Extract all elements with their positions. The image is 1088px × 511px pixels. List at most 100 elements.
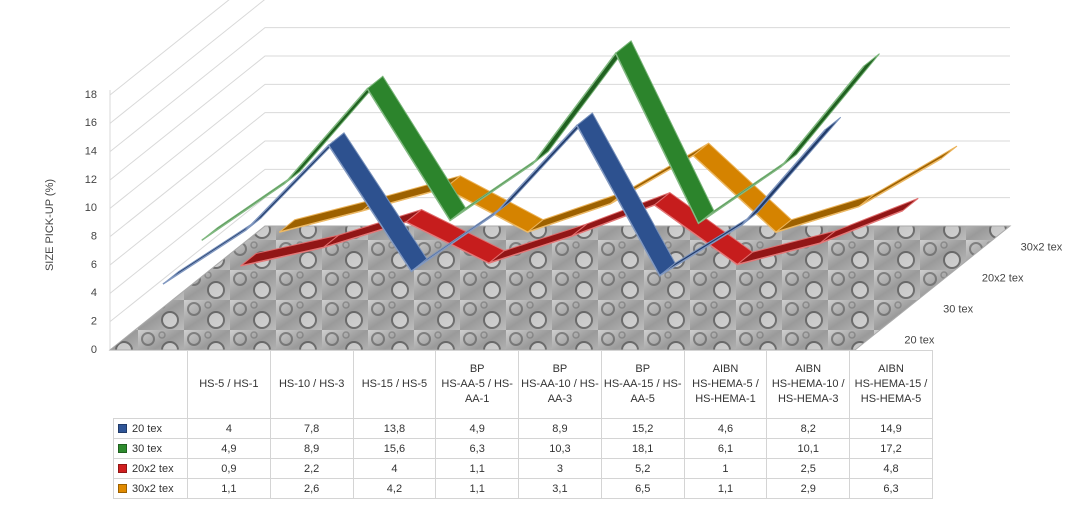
legend-swatch	[118, 484, 127, 494]
y-axis-label: SIZE PICK-UP (%)	[44, 179, 56, 271]
series-line	[162, 124, 826, 285]
legend-label: 20 tex	[132, 422, 162, 435]
grid-line	[109, 55, 1010, 181]
grid-line	[109, 0, 265, 124]
value-cell: 7,8	[269, 418, 354, 439]
data-row: 30x2 tex 1,1 2,6 4,2 1,1 3,1 6,5 1,1 2,9 6,3	[113, 478, 933, 499]
grid-line	[109, 83, 1010, 209]
legend-label: 30x2 tex	[132, 482, 174, 495]
value-cell: 4,9	[187, 438, 271, 459]
y-tick-label: 6	[91, 259, 97, 271]
value-cell: 13,8	[352, 418, 437, 439]
value-cell: 10,3	[518, 438, 602, 459]
value-cell: 1,1	[187, 478, 271, 499]
y-tick-label: 4	[91, 287, 97, 299]
category-cell: BP HS-AA-10 / HS-AA-3	[518, 350, 602, 419]
category-label: BP	[635, 363, 651, 375]
value-cell: 6,1	[683, 438, 768, 459]
depth-label: 20 tex	[904, 334, 934, 346]
legend-swatch	[118, 424, 127, 434]
value-cell: 1,1	[435, 458, 520, 479]
legend-label: 20x2 tex	[132, 462, 174, 475]
category-cell: HS-15 / HS-5	[352, 350, 437, 419]
grid-line	[109, 27, 1010, 153]
value-cell: 2,9	[766, 478, 851, 499]
category-cell: BP HS-AA-5 / HS-AA-1	[435, 350, 520, 419]
grid-line	[109, 168, 1010, 294]
value-cell: 15,6	[352, 438, 437, 459]
value-cell: 1	[683, 458, 768, 479]
category-cell: HS-10 / HS-3	[269, 350, 354, 419]
depth-label: 30 tex	[943, 303, 973, 315]
y-tick-label: 8	[91, 231, 97, 243]
y-tick-label: 18	[85, 89, 97, 101]
value-cell: 1,1	[435, 478, 520, 499]
series-line	[240, 204, 904, 267]
value-cell: 2,5	[766, 458, 851, 479]
legend-cell: 20 tex	[113, 418, 188, 439]
data-row: 20x2 tex 0,9 2,2 4 1,1 3 5,2 1 2,5 4,8	[113, 458, 933, 479]
value-cell: 6,5	[600, 478, 685, 499]
value-cell: 2,6	[269, 478, 354, 499]
y-tick-label: 12	[85, 174, 97, 186]
value-cell: 5,2	[600, 458, 685, 479]
value-cell: 4,6	[683, 418, 768, 439]
category-label: HS-10 / HS-3	[278, 378, 345, 390]
category-cell: AIBN HS-HEMA-10 / HS-HEMA-3	[766, 350, 851, 419]
category-label: AIBN	[712, 363, 739, 375]
grid-line	[109, 112, 1010, 238]
category-label: BP	[469, 363, 485, 375]
category-label: HS-AA-15 / HS-AA-5	[603, 378, 682, 405]
category-label: HS-HEMA-10 / HS-HEMA-3	[771, 378, 845, 405]
legend-cell: 30 tex	[113, 438, 188, 459]
value-cell: 8,2	[766, 418, 851, 439]
grid-line	[109, 0, 230, 96]
value-cell: 6,3	[435, 438, 520, 459]
category-label: AIBN	[795, 363, 822, 375]
value-cell: 2,2	[269, 458, 354, 479]
value-cell: 3,1	[518, 478, 602, 499]
category-label: HS-HEMA-15 / HS-HEMA-5	[854, 378, 928, 405]
value-cell: 14,9	[849, 418, 933, 439]
data-row: 20 tex 4 7,8 13,8 4,9 8,9 15,2 4,6 8,2 14,9	[113, 418, 933, 439]
legend-label: 30 tex	[132, 442, 162, 455]
y-tick-label: 16	[85, 117, 97, 129]
value-cell: 4	[352, 458, 437, 479]
category-label: HS-15 / HS-5	[361, 378, 428, 390]
data-table: HS-5 / HS-1 HS-10 / HS-3 HS-15 / HS-5 BP HS-…	[113, 350, 933, 499]
y-tick-label: 10	[85, 202, 97, 214]
category-label: HS-HEMA-5 / HS-HEMA-1	[692, 378, 759, 405]
legend-cell: 20x2 tex	[113, 458, 188, 479]
category-label: HS-AA-5 / HS-AA-1	[441, 378, 513, 405]
value-cell: 17,2	[849, 438, 933, 459]
category-cell: AIBN HS-HEMA-5 / HS-HEMA-1	[683, 350, 768, 419]
value-cell: 4	[187, 418, 271, 439]
value-cell: 1,1	[683, 478, 768, 499]
value-cell: 6,3	[849, 478, 933, 499]
category-cell: BP HS-AA-15 / HS-AA-5	[600, 350, 685, 419]
y-tick-label: 2	[91, 316, 97, 328]
plot	[162, 40, 958, 285]
value-cell: 15,2	[600, 418, 685, 439]
floor	[108, 225, 1012, 351]
value-cell: 4,2	[352, 478, 437, 499]
category-label: HS-AA-10 / HS-AA-3	[521, 378, 599, 405]
legend-swatch	[118, 464, 127, 474]
data-row: 30 tex 4,9 8,9 15,6 6,3 10,3 18,1 6,1 10,1 17,2	[113, 438, 933, 459]
depth-label: 30x2 tex	[1021, 241, 1063, 253]
floor-plane	[108, 225, 1012, 351]
legend-cell: 30x2 tex	[113, 478, 188, 499]
category-label: AIBN	[878, 363, 904, 375]
y-tick-label: 14	[85, 146, 97, 158]
value-cell: 10,1	[766, 438, 851, 459]
category-cell: HS-5 / HS-1	[187, 350, 271, 419]
y-tick-label: 0	[91, 344, 97, 356]
grid-line	[109, 140, 1010, 266]
value-cell: 3	[518, 458, 602, 479]
value-cell: 18,1	[600, 438, 685, 459]
value-cell: 4,8	[849, 458, 933, 479]
value-cell: 0,9	[187, 458, 271, 479]
corner-cell	[113, 350, 188, 419]
